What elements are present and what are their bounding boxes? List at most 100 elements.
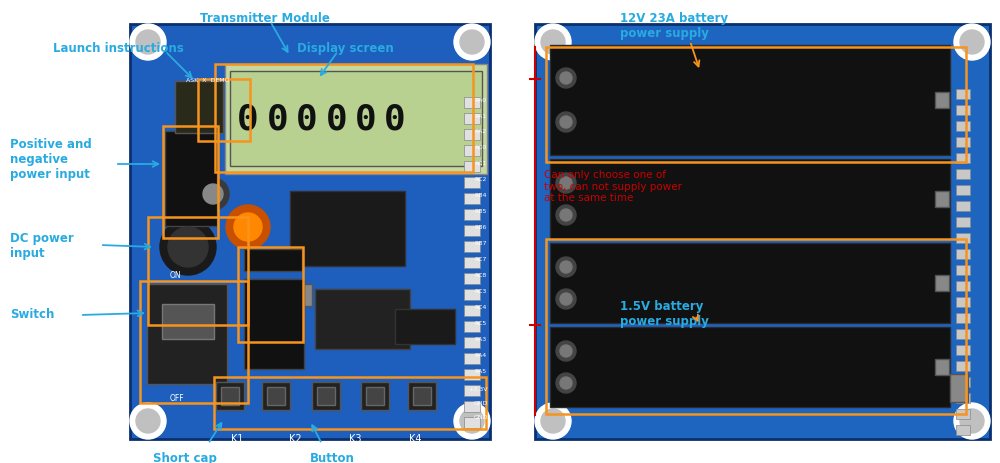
Bar [464, 210, 480, 220]
Text: K1: K1 [231, 433, 243, 443]
Bar [956, 377, 970, 387]
Circle shape [560, 377, 572, 389]
Text: RA3: RA3 [474, 337, 486, 342]
Circle shape [130, 25, 166, 61]
Text: 0: 0 [384, 103, 406, 137]
Bar [464, 337, 480, 348]
Circle shape [168, 227, 208, 268]
Text: Display screen: Display screen [297, 42, 393, 55]
Text: Launch instructions: Launch instructions [53, 42, 183, 55]
Text: RC7: RC7 [474, 257, 486, 262]
Circle shape [130, 403, 166, 439]
Circle shape [136, 31, 160, 55]
Circle shape [560, 345, 572, 357]
Bar [413, 387, 431, 405]
Bar [464, 114, 480, 125]
Bar [140, 282, 248, 403]
Bar [956, 329, 970, 339]
Text: RB6: RB6 [474, 225, 486, 230]
Bar [935, 359, 949, 375]
Bar [147, 284, 227, 384]
Circle shape [460, 409, 484, 433]
Circle shape [556, 341, 576, 361]
Bar [244, 279, 304, 369]
Text: RA5: RA5 [474, 369, 486, 374]
Bar [175, 82, 223, 134]
Circle shape [556, 113, 576, 133]
Bar [464, 225, 480, 237]
Text: DC power
input: DC power input [10, 232, 74, 259]
Bar [230, 72, 482, 167]
Text: Switch: Switch [10, 307, 54, 320]
Circle shape [535, 403, 571, 439]
Circle shape [560, 262, 572, 274]
Bar [956, 345, 970, 355]
Text: RC1: RC1 [474, 161, 486, 166]
Bar [956, 409, 970, 419]
Bar [262, 382, 290, 410]
Circle shape [954, 25, 990, 61]
Bar [464, 321, 480, 332]
Circle shape [560, 210, 572, 221]
Bar [267, 387, 285, 405]
Circle shape [226, 206, 270, 250]
Text: 0: 0 [237, 103, 259, 137]
Bar [290, 192, 405, 266]
Bar [464, 257, 480, 269]
Text: +3.3V: +3.3V [468, 387, 488, 392]
Bar [163, 127, 218, 238]
Text: 1.5V battery
power supply: 1.5V battery power supply [620, 300, 709, 327]
Bar [238, 247, 303, 342]
Bar [464, 194, 480, 205]
Circle shape [556, 174, 576, 194]
Circle shape [556, 289, 576, 309]
Bar [956, 90, 970, 100]
Circle shape [234, 213, 262, 242]
Text: Positive and
negative
power input: Positive and negative power input [10, 138, 92, 181]
Bar [148, 218, 248, 325]
Bar [956, 265, 970, 275]
Text: 12V 23A battery
power supply: 12V 23A battery power supply [620, 12, 728, 40]
Bar [956, 297, 970, 307]
Bar [221, 387, 239, 405]
Text: RC2: RC2 [474, 177, 486, 182]
Circle shape [136, 409, 160, 433]
Bar [956, 169, 970, 180]
Bar [395, 309, 455, 344]
Bar [464, 242, 480, 252]
Text: RC3: RC3 [474, 289, 486, 294]
Bar [464, 417, 480, 428]
Text: ASK  X  DEMO: ASK X DEMO [186, 78, 230, 83]
Text: RC0: RC0 [474, 145, 486, 150]
Bar [550, 46, 950, 156]
Bar [464, 146, 480, 156]
Circle shape [560, 178, 572, 189]
Text: Short cap: Short cap [153, 451, 217, 463]
Text: RC4: RC4 [474, 305, 486, 310]
Bar [408, 382, 436, 410]
Bar [464, 289, 480, 300]
Bar [464, 130, 480, 141]
Bar [366, 387, 384, 405]
Text: K4: K4 [409, 433, 421, 443]
Bar [535, 25, 990, 439]
Text: ON: ON [170, 270, 182, 279]
Text: RA1: RA1 [474, 113, 486, 118]
Text: RC5: RC5 [474, 321, 486, 326]
Circle shape [960, 31, 984, 55]
Bar [935, 275, 949, 291]
Circle shape [454, 403, 490, 439]
Text: Can only choose one of
two, can not supply power
at the same time: Can only choose one of two, can not supp… [544, 169, 682, 203]
Bar [956, 106, 970, 116]
Bar [198, 80, 250, 142]
Bar [956, 138, 970, 148]
Text: RB5: RB5 [474, 209, 486, 214]
Bar [550, 327, 950, 407]
Bar [956, 233, 970, 244]
Bar [956, 393, 970, 403]
Bar [225, 65, 487, 175]
Text: RA4: RA4 [474, 353, 486, 358]
Circle shape [954, 403, 990, 439]
Text: 0: 0 [296, 103, 318, 137]
Bar [165, 131, 217, 226]
